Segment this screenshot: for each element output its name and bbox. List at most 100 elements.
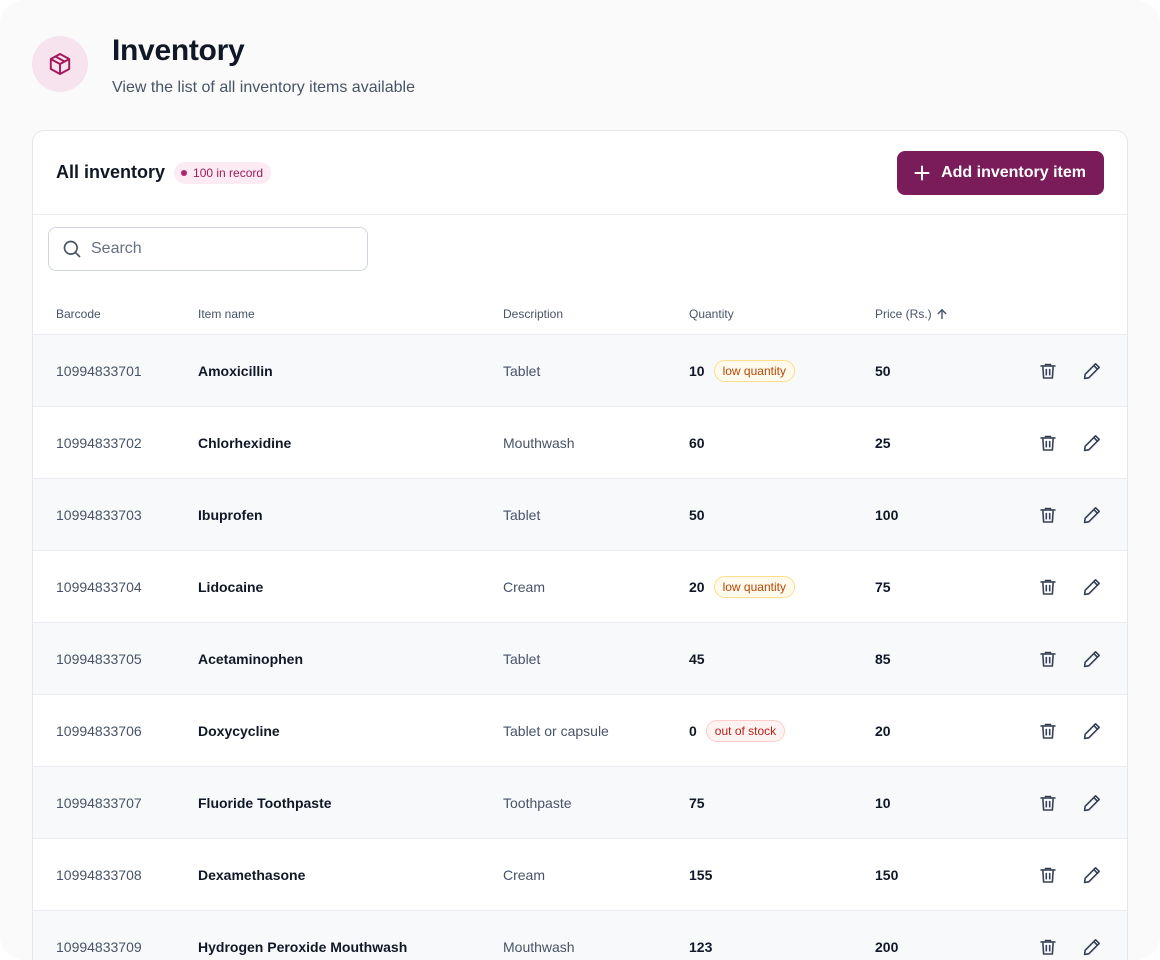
description-cell: Tablet bbox=[503, 506, 541, 523]
column-header-item-name[interactable]: Item name bbox=[198, 307, 255, 321]
quantity-value: 155 bbox=[689, 866, 713, 883]
quantity-cell: 10 low quantity bbox=[689, 335, 795, 406]
quantity-status-badge: out of stock bbox=[705, 719, 786, 742]
item-name-cell: Acetaminophen bbox=[198, 650, 304, 667]
description-cell: Cream bbox=[503, 578, 546, 595]
price-cell: 10 bbox=[875, 794, 891, 811]
row-actions bbox=[1033, 623, 1107, 694]
pencil-icon[interactable] bbox=[1077, 572, 1107, 602]
description-cell: Cream bbox=[503, 866, 546, 883]
add-inventory-item-button[interactable]: Add inventory item bbox=[897, 150, 1104, 195]
table-row: 10994833708 Dexamethasone Cream 155 150 bbox=[33, 839, 1127, 911]
add-inventory-item-label: Add inventory item bbox=[941, 163, 1086, 181]
trash-icon[interactable] bbox=[1033, 788, 1063, 818]
item-name-cell: Ibuprofen bbox=[198, 506, 263, 523]
column-header-price-label: Price (Rs.) bbox=[875, 307, 932, 321]
quantity-cell: 45 bbox=[689, 623, 705, 694]
box-icon bbox=[32, 36, 88, 92]
table-row: 10994833702 Chlorhexidine Mouthwash 60 25 bbox=[33, 407, 1127, 479]
item-name-cell: Fluoride Toothpaste bbox=[198, 794, 332, 811]
item-name-cell: Hydrogen Peroxide Mouthwash bbox=[198, 938, 408, 955]
pencil-icon[interactable] bbox=[1077, 356, 1107, 386]
quantity-cell: 123 bbox=[689, 911, 712, 960]
column-header-price[interactable]: Price (Rs.) bbox=[875, 307, 948, 321]
column-header-quantity[interactable]: Quantity bbox=[689, 307, 734, 321]
trash-icon[interactable] bbox=[1033, 356, 1063, 386]
quantity-value: 45 bbox=[689, 650, 705, 667]
row-actions bbox=[1033, 911, 1107, 960]
trash-icon[interactable] bbox=[1033, 860, 1063, 890]
price-cell: 50 bbox=[875, 362, 891, 379]
table-header: Barcode Item name Description Quantity P… bbox=[33, 291, 1127, 335]
row-actions bbox=[1033, 335, 1107, 406]
quantity-value: 123 bbox=[689, 938, 713, 955]
column-header-description[interactable]: Description bbox=[503, 307, 564, 321]
dot-icon bbox=[181, 169, 188, 176]
description-cell: Mouthwash bbox=[503, 434, 575, 451]
row-actions bbox=[1033, 839, 1107, 910]
table-row: 10994833709 Hydrogen Peroxide Mouthwash Mo… bbox=[33, 911, 1127, 960]
quantity-cell: 50 bbox=[689, 479, 705, 550]
quantity-cell: 60 bbox=[689, 407, 705, 478]
pencil-icon[interactable] bbox=[1077, 644, 1107, 674]
quantity-cell: 155 bbox=[689, 839, 712, 910]
quantity-value: 0 bbox=[689, 722, 697, 739]
description-cell: Mouthwash bbox=[503, 938, 575, 955]
barcode-cell: 10994833705 bbox=[56, 650, 142, 667]
row-actions bbox=[1033, 551, 1107, 622]
table-row: 10994833706 Doxycycline Tablet or capsule 0… bbox=[33, 695, 1127, 767]
price-cell: 200 bbox=[875, 938, 899, 955]
item-name-cell: Lidocaine bbox=[198, 578, 264, 595]
card-title: All inventory bbox=[56, 162, 166, 182]
quantity-cell: 20 low quantity bbox=[689, 551, 795, 622]
quantity-status-badge: low quantity bbox=[713, 359, 795, 382]
search-input[interactable] bbox=[91, 240, 351, 258]
price-cell: 150 bbox=[875, 866, 899, 883]
trash-icon[interactable] bbox=[1033, 500, 1063, 530]
table-row: 10994833703 Ibuprofen Tablet 50 100 bbox=[33, 479, 1127, 551]
quantity-cell: 75 bbox=[689, 767, 705, 838]
table-row: 10994833705 Acetaminophen Tablet 45 85 bbox=[33, 623, 1127, 695]
quantity-value: 50 bbox=[689, 506, 705, 523]
quantity-value: 60 bbox=[689, 434, 705, 451]
barcode-cell: 10994833701 bbox=[56, 362, 142, 379]
trash-icon[interactable] bbox=[1033, 644, 1063, 674]
table-row: 10994833707 Fluoride Toothpaste Toothpaste… bbox=[33, 767, 1127, 839]
pencil-icon[interactable] bbox=[1077, 716, 1107, 746]
trash-icon[interactable] bbox=[1033, 428, 1063, 458]
quantity-cell: 0 out of stock bbox=[689, 695, 786, 766]
barcode-cell: 10994833706 bbox=[56, 722, 142, 739]
arrow-up-icon[interactable] bbox=[936, 308, 948, 320]
barcode-cell: 10994833709 bbox=[56, 938, 142, 955]
pencil-icon[interactable] bbox=[1077, 860, 1107, 890]
trash-icon[interactable] bbox=[1033, 716, 1063, 746]
table-row: 10994833704 Lidocaine Cream 20 low quantity 7… bbox=[33, 551, 1127, 623]
description-cell: Tablet or capsule bbox=[503, 722, 609, 739]
page-header: Inventory View the list of all inventory… bbox=[32, 34, 415, 98]
search-box bbox=[48, 227, 368, 271]
barcode-cell: 10994833707 bbox=[56, 794, 142, 811]
price-cell: 85 bbox=[875, 650, 891, 667]
column-header-barcode[interactable]: Barcode bbox=[56, 307, 101, 321]
search-icon bbox=[62, 239, 82, 259]
pencil-icon[interactable] bbox=[1077, 428, 1107, 458]
row-actions bbox=[1033, 479, 1107, 550]
pencil-icon[interactable] bbox=[1077, 932, 1107, 960]
table-body: 10994833701 Amoxicillin Tablet 10 low quanti… bbox=[33, 335, 1127, 960]
price-cell: 100 bbox=[875, 506, 899, 523]
pencil-icon[interactable] bbox=[1077, 500, 1107, 530]
description-cell: Toothpaste bbox=[503, 794, 572, 811]
row-actions bbox=[1033, 767, 1107, 838]
plus-icon bbox=[913, 164, 931, 182]
trash-icon[interactable] bbox=[1033, 932, 1063, 960]
row-actions bbox=[1033, 407, 1107, 478]
trash-icon[interactable] bbox=[1033, 572, 1063, 602]
description-cell: Tablet bbox=[503, 650, 541, 667]
row-actions bbox=[1033, 695, 1107, 766]
barcode-cell: 10994833708 bbox=[56, 866, 142, 883]
pencil-icon[interactable] bbox=[1077, 788, 1107, 818]
item-name-cell: Chlorhexidine bbox=[198, 434, 292, 451]
inventory-card: All inventory 100 in record Add inventor… bbox=[32, 130, 1128, 960]
barcode-cell: 10994833703 bbox=[56, 506, 142, 523]
